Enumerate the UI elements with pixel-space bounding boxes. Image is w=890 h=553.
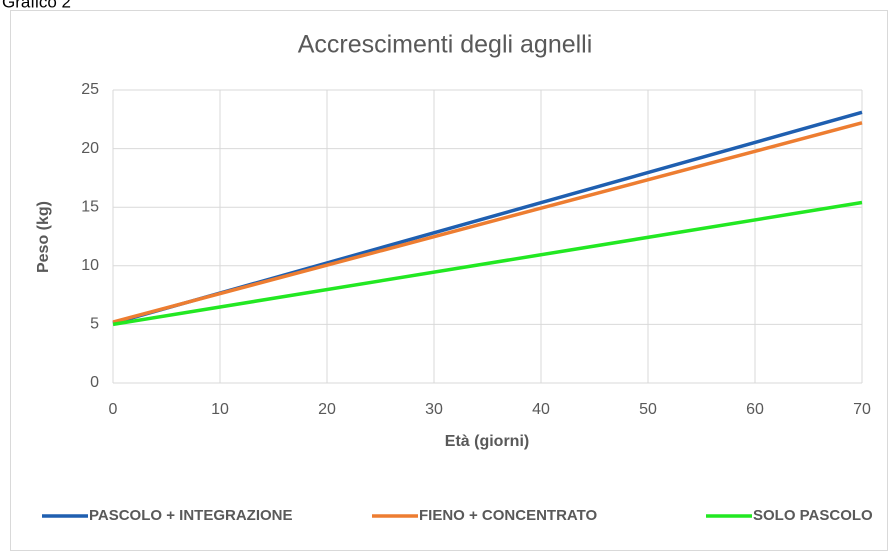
caption: Grafico 2 bbox=[2, 0, 71, 11]
legend-label: FIENO + CONCENTRATO bbox=[419, 507, 598, 524]
y-tick-label: 5 bbox=[90, 316, 99, 333]
x-axis-label: Età (giorni) bbox=[445, 433, 529, 450]
y-tick-label: 20 bbox=[81, 140, 99, 157]
x-tick-label: 60 bbox=[746, 401, 764, 418]
legend-label: SOLO PASCOLO bbox=[753, 507, 873, 524]
legend-label: PASCOLO + INTEGRAZIONE bbox=[89, 507, 293, 524]
y-axis-label: Peso (kg) bbox=[35, 201, 52, 273]
series-line bbox=[112, 121, 863, 324]
x-tick-label: 0 bbox=[109, 401, 118, 418]
y-tick-label: 15 bbox=[81, 198, 99, 215]
y-tick-label: 10 bbox=[81, 257, 99, 274]
x-tick-label: 70 bbox=[853, 401, 871, 418]
x-tick-label: 40 bbox=[532, 401, 550, 418]
x-tick-label: 20 bbox=[318, 401, 336, 418]
series-line bbox=[112, 200, 863, 327]
x-tick-label: 10 bbox=[211, 401, 229, 418]
chart-border bbox=[10, 10, 888, 551]
y-tick-label: 0 bbox=[90, 374, 99, 391]
x-tick-label: 50 bbox=[639, 401, 657, 418]
y-tick-label: 25 bbox=[81, 81, 99, 98]
chart-title: Accrescimenti degli agnelli bbox=[298, 31, 593, 59]
x-tick-label: 30 bbox=[425, 401, 443, 418]
